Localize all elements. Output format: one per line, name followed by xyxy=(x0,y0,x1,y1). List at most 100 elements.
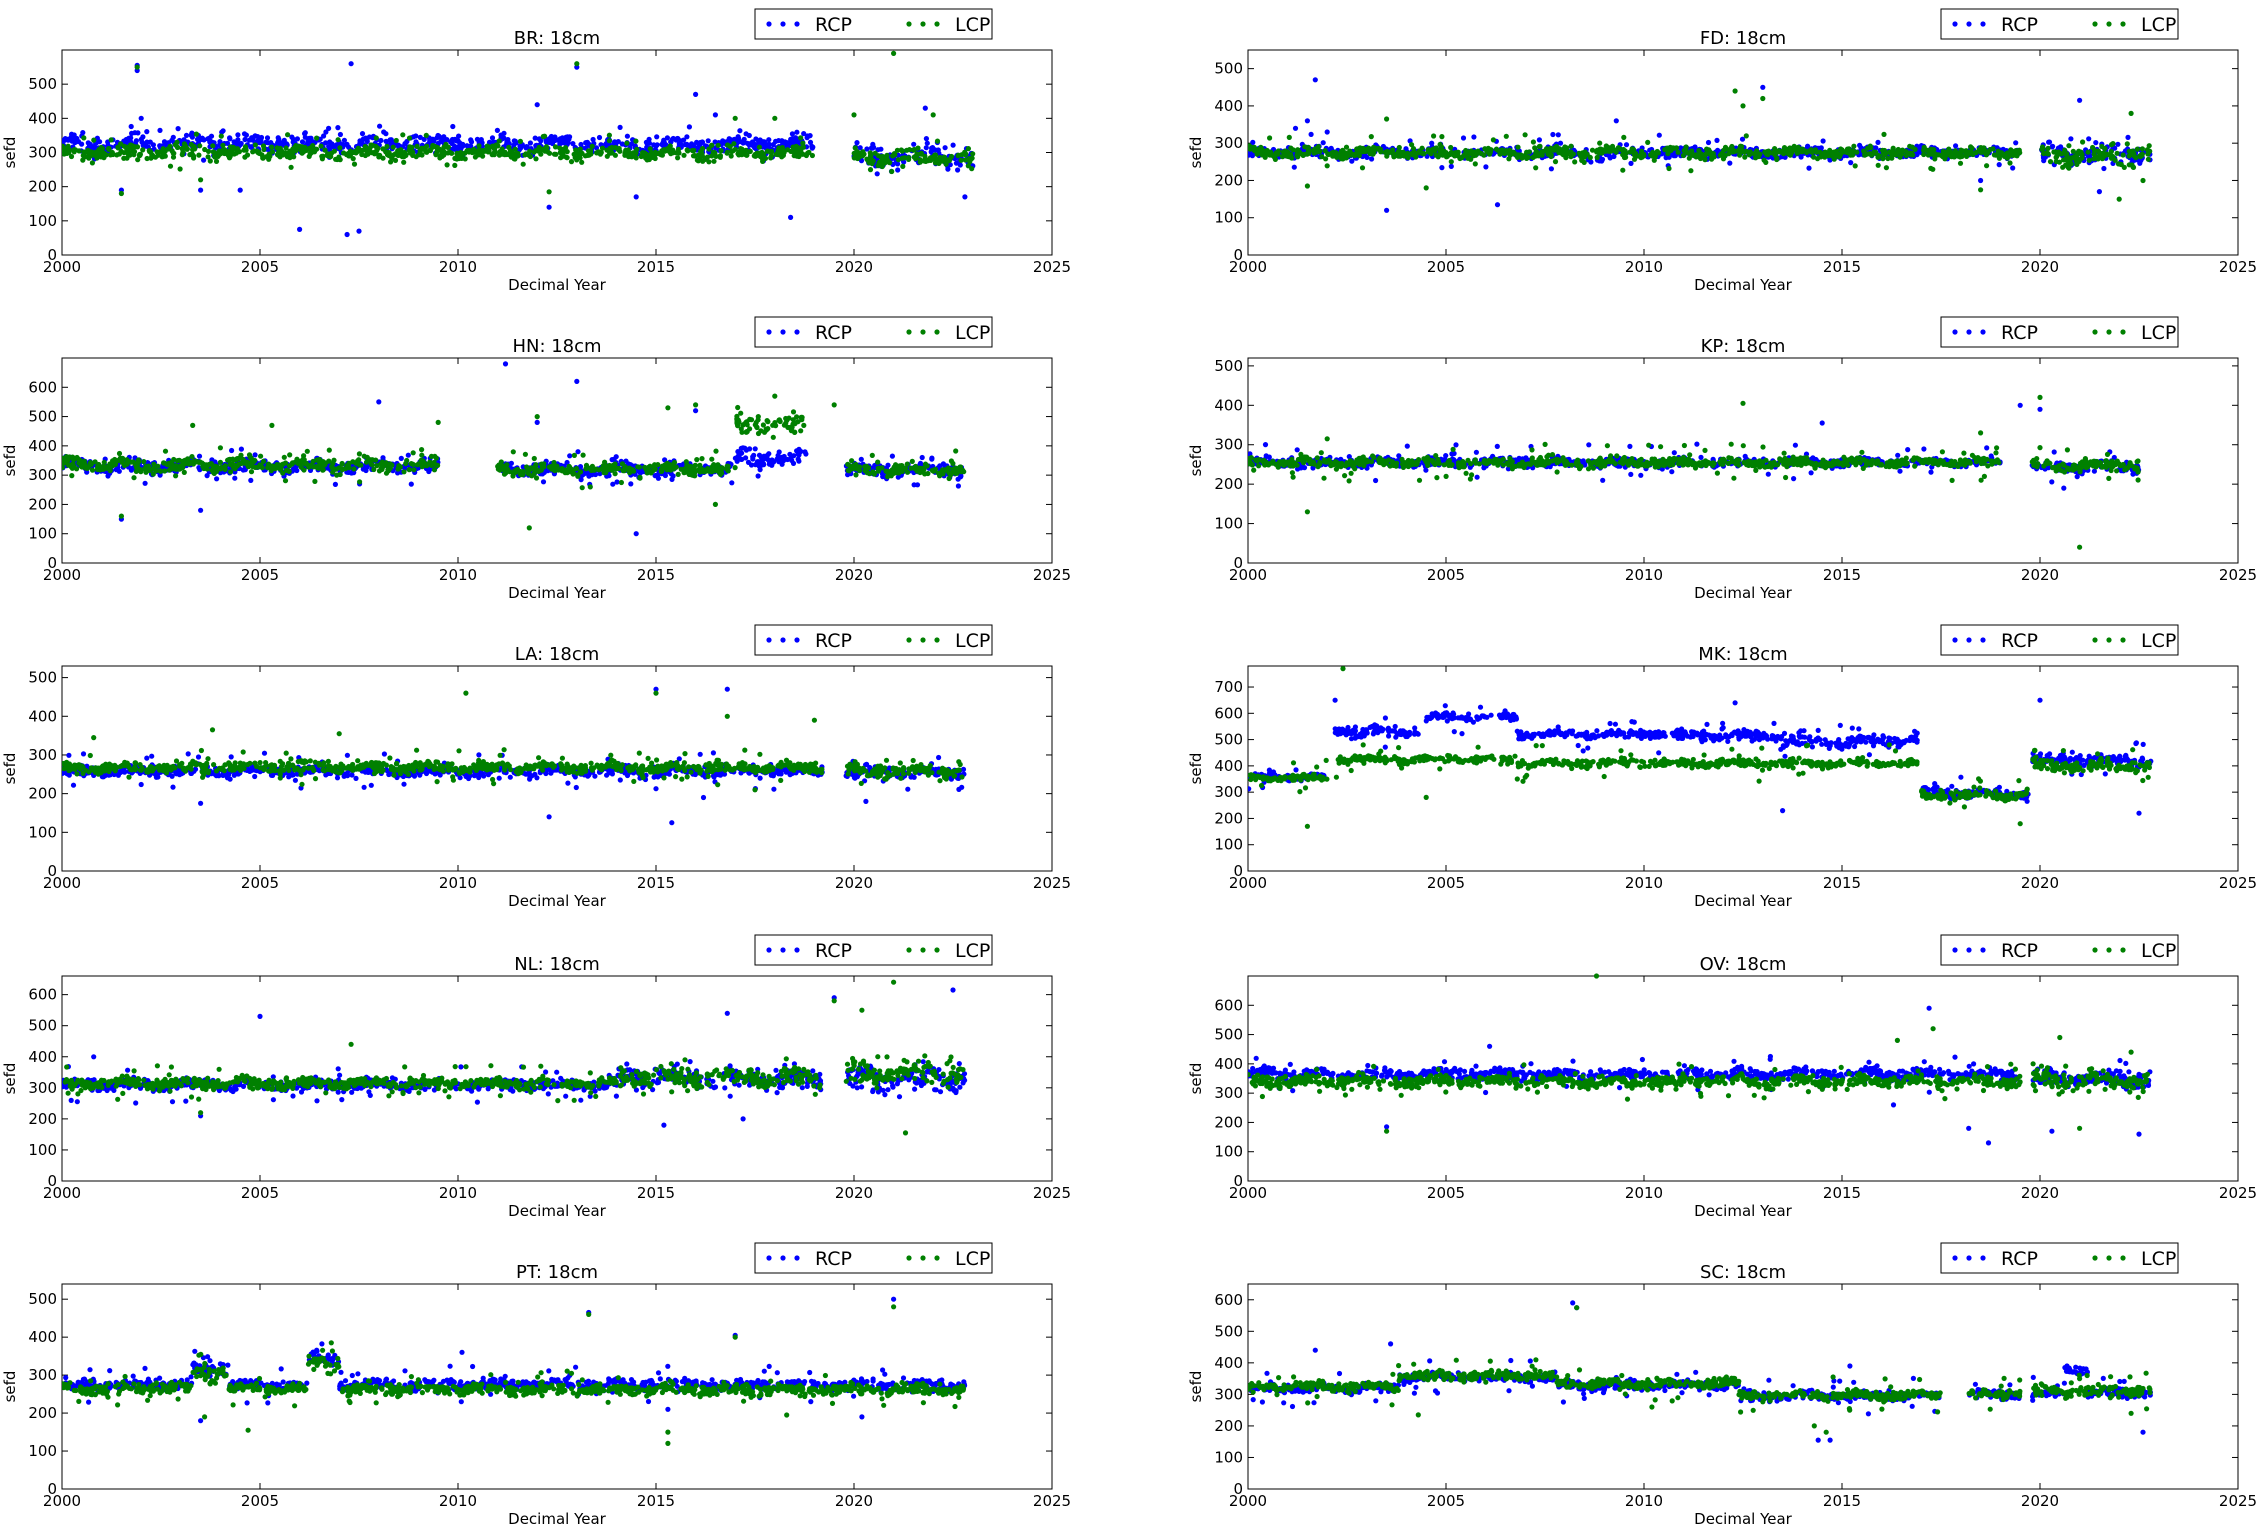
data-point-outlier xyxy=(1732,88,1738,94)
data-point xyxy=(419,452,425,458)
data-point xyxy=(684,141,690,147)
data-point xyxy=(756,144,763,150)
data-point xyxy=(229,447,235,454)
data-point xyxy=(2095,156,2101,162)
data-point xyxy=(684,134,690,140)
data-point-outlier xyxy=(1740,103,1746,109)
data-point xyxy=(564,137,571,143)
data-point xyxy=(142,480,148,486)
data-point xyxy=(132,144,138,150)
data-point xyxy=(217,139,223,145)
data-point xyxy=(758,454,764,460)
data-point xyxy=(135,457,142,463)
data-point xyxy=(789,457,795,463)
data-point xyxy=(2112,157,2118,163)
data-point xyxy=(955,483,962,489)
data-point xyxy=(222,466,228,472)
data-point xyxy=(941,154,947,160)
data-point xyxy=(957,162,963,168)
data-point xyxy=(1697,155,1704,162)
data-point xyxy=(1806,148,1812,154)
data-point xyxy=(380,455,386,461)
data-point xyxy=(1331,153,1337,159)
data-point xyxy=(790,144,796,150)
data-point xyxy=(486,139,493,145)
data-point xyxy=(248,144,254,150)
data-point xyxy=(1753,155,1759,161)
y-axis-label: sefd xyxy=(1,137,19,169)
data-point xyxy=(761,462,767,468)
data-point xyxy=(648,152,654,158)
data-point xyxy=(518,144,524,150)
data-point xyxy=(265,154,271,160)
data-point-outlier xyxy=(891,50,897,57)
data-point xyxy=(1572,159,1578,165)
data-point xyxy=(932,152,939,158)
data-point-outlier xyxy=(1292,125,1299,131)
data-point xyxy=(913,155,919,161)
data-point xyxy=(2090,144,2096,151)
data-point xyxy=(1875,162,1881,168)
data-point xyxy=(617,148,623,154)
y-tick-label: 100 xyxy=(28,525,57,543)
data-point-outlier xyxy=(534,419,540,425)
data-point xyxy=(654,134,660,140)
data-point xyxy=(675,155,681,161)
data-point xyxy=(798,147,804,153)
data-point xyxy=(2102,145,2108,152)
data-point xyxy=(697,155,703,161)
data-point-outlier xyxy=(502,361,509,367)
data-point xyxy=(1743,133,1749,139)
data-point xyxy=(715,142,721,148)
data-point xyxy=(128,142,134,148)
data-point xyxy=(327,139,333,145)
data-point xyxy=(590,136,596,143)
data-point xyxy=(557,145,563,151)
data-point xyxy=(126,135,132,141)
data-point-outlier xyxy=(1304,118,1310,124)
data-point xyxy=(670,473,676,479)
data-point xyxy=(633,138,639,144)
data-point xyxy=(435,140,441,146)
data-point xyxy=(381,129,387,135)
data-point xyxy=(1964,149,1970,155)
data-point xyxy=(520,161,526,167)
legend-marker-lcp xyxy=(2092,21,2126,27)
data-point xyxy=(1969,145,1975,151)
data-point-outlier xyxy=(732,115,738,121)
data-point xyxy=(162,468,168,474)
data-point xyxy=(536,147,542,153)
series-lcp xyxy=(1248,88,2153,202)
data-point xyxy=(373,135,379,141)
y-tick-label: 500 xyxy=(1214,60,1243,78)
data-point xyxy=(452,136,458,142)
data-point xyxy=(326,458,332,464)
data-point xyxy=(417,146,423,152)
data-point xyxy=(593,145,600,151)
data-point xyxy=(691,152,698,159)
data-point xyxy=(664,135,671,141)
data-point xyxy=(619,141,625,147)
legend-marker-dot xyxy=(780,21,786,27)
data-point xyxy=(233,150,239,156)
data-point xyxy=(388,139,394,145)
data-point xyxy=(1588,159,1594,165)
data-point xyxy=(1419,145,1425,151)
data-point xyxy=(363,467,369,474)
data-point xyxy=(1441,150,1447,156)
data-point xyxy=(1866,151,1872,157)
data-point xyxy=(69,465,75,471)
data-point xyxy=(617,124,623,130)
data-point xyxy=(768,153,775,159)
data-point xyxy=(124,155,130,161)
data-point xyxy=(196,453,203,459)
data-point xyxy=(1596,150,1602,156)
data-point xyxy=(2049,144,2055,150)
data-point xyxy=(1439,165,1445,171)
data-point xyxy=(62,137,67,143)
data-point xyxy=(2008,147,2014,153)
data-point xyxy=(2110,141,2116,147)
data-point xyxy=(1811,154,1817,160)
data-point xyxy=(628,481,634,487)
data-point xyxy=(1320,140,1326,146)
